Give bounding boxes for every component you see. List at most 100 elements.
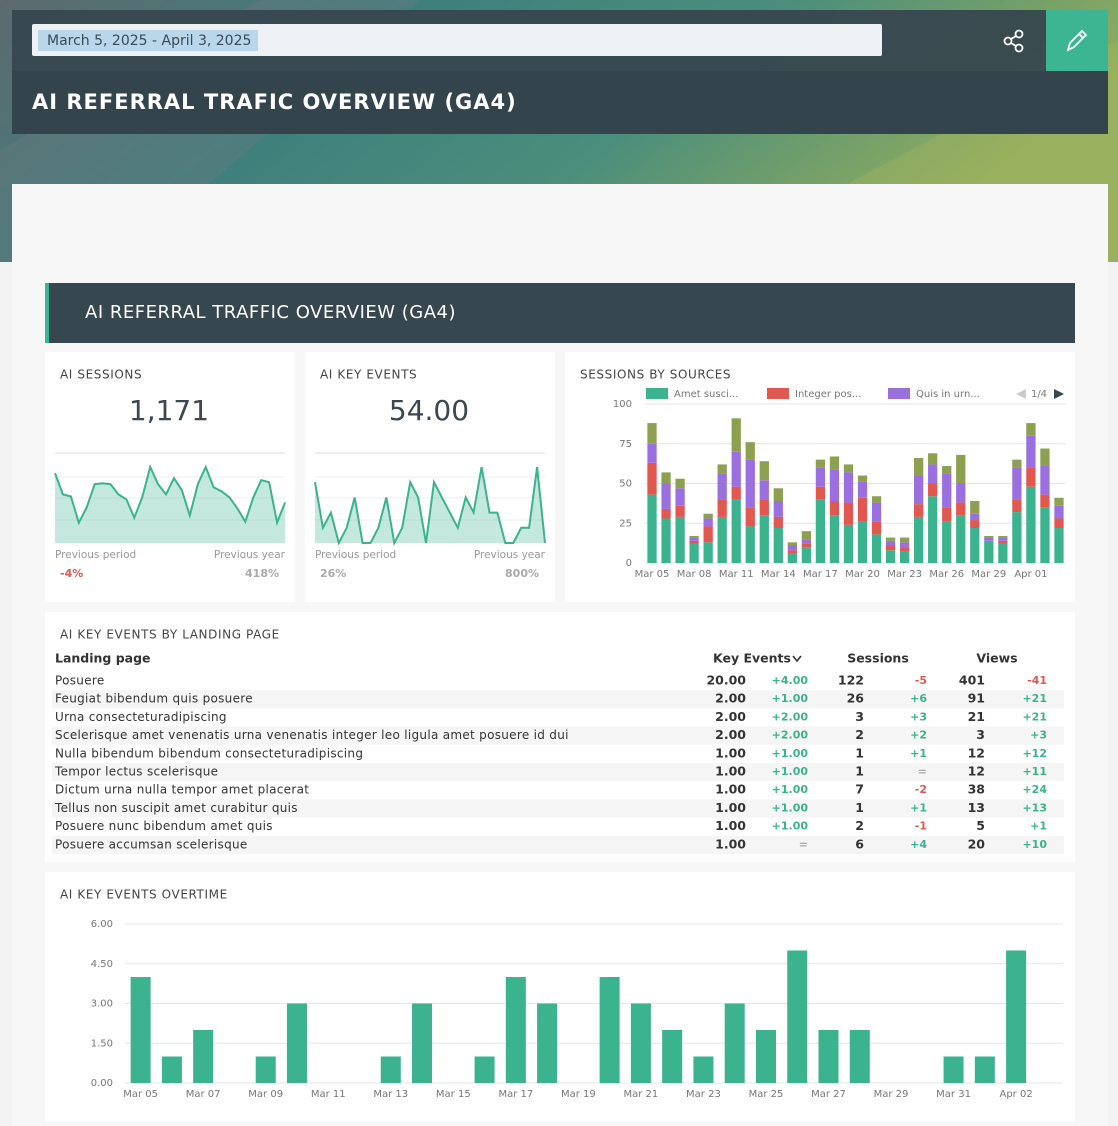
kpi-label: AI KEY EVENTS (320, 368, 417, 382)
edit-button[interactable] (1046, 10, 1108, 71)
x-tick-label: Mar 05 (635, 569, 670, 580)
bar-segment (703, 518, 713, 527)
bar-segment (815, 459, 826, 468)
bar-segment (1054, 505, 1064, 519)
bar-segment (801, 543, 812, 548)
column-header[interactable]: Sessions (847, 651, 909, 666)
bar-segment (759, 499, 769, 516)
date-range[interactable]: March 5, 2025 - April 3, 2025 (47, 33, 251, 49)
cell: +21 (1022, 692, 1047, 705)
section-accent (45, 283, 49, 343)
bar-segment (1012, 467, 1022, 500)
bar-segment (689, 535, 699, 538)
bar-segment (829, 515, 840, 563)
bar (130, 977, 151, 1083)
bar-segment (731, 451, 741, 487)
bar (599, 977, 620, 1083)
cell: 5 (976, 818, 985, 833)
bar-segment (1040, 448, 1050, 467)
bar-segment (647, 423, 657, 444)
sparkline-area (55, 467, 285, 543)
bar-segment (970, 513, 980, 521)
bar-segment (801, 531, 812, 540)
bar-segment (843, 464, 854, 473)
x-tick-label: Mar 17 (803, 569, 838, 580)
bar-segment (815, 467, 826, 487)
column-header[interactable]: Views (976, 651, 1017, 666)
bar (1006, 950, 1027, 1083)
bar-segment (773, 500, 783, 517)
cell: 2.00 (715, 691, 746, 706)
bar-segment (1040, 466, 1050, 495)
bar-segment (647, 494, 657, 563)
x-tick-label: Mar 23 (686, 1089, 721, 1100)
bar-segment (885, 540, 896, 546)
cell: 2.00 (715, 727, 746, 742)
cell: 2 (855, 727, 864, 742)
sparkline-line (314, 466, 546, 547)
row-label: Urna consecteturadipiscing (55, 710, 227, 724)
legend-label[interactable]: Amet susci... (674, 389, 738, 400)
bar-segment (1026, 423, 1036, 436)
sort-icon[interactable] (792, 655, 802, 663)
table-title: AI KEY EVENTS BY LANDING PAGE (60, 628, 280, 642)
bar (974, 1056, 995, 1083)
cell: +1.00 (772, 820, 809, 833)
bar-segment (1012, 459, 1022, 468)
bar-segment (885, 545, 896, 551)
bar-segment (843, 472, 854, 503)
bar-segment (675, 478, 685, 489)
legend-label[interactable]: Integer pos... (795, 389, 861, 400)
chart-card (45, 872, 1075, 1122)
bar-segment (1054, 497, 1064, 506)
x-tick-label: Apr 01 (1014, 569, 1047, 580)
comparison-value: 418% (245, 567, 279, 580)
cell: -2 (915, 783, 927, 796)
legend-label[interactable]: Quis in urn... (916, 389, 980, 400)
bar-segment (829, 500, 840, 516)
bar-segment (871, 496, 882, 503)
y-tick-label: 1.50 (91, 1038, 113, 1049)
legend-prev[interactable] (1016, 389, 1026, 399)
bar-segment (956, 502, 966, 516)
bar-segment (914, 458, 924, 476)
bar-segment (984, 537, 994, 541)
bar (755, 1030, 776, 1083)
bar-segment (745, 442, 755, 460)
legend-next[interactable] (1054, 389, 1064, 399)
bar-segment (801, 547, 812, 563)
bar-segment (1026, 486, 1036, 563)
column-header[interactable]: Key Events (713, 651, 791, 666)
kpi-value: 1,171 (129, 394, 209, 427)
bar-segment (1040, 507, 1050, 563)
x-tick-label: Mar 08 (677, 569, 712, 580)
cell: 3 (976, 727, 985, 742)
row-stripe (52, 799, 1064, 818)
bar (849, 1030, 870, 1083)
x-tick-label: Mar 31 (936, 1089, 971, 1100)
row-label: Posuere nunc bibendum amet quis (55, 819, 273, 833)
row-label: Dictum urna nulla tempor amet placerat (55, 783, 309, 797)
bar-segment (759, 515, 769, 563)
cell: 3 (855, 709, 864, 724)
bar-segment (759, 461, 769, 481)
bar-segment (857, 497, 868, 522)
cell: 21 (968, 709, 985, 724)
bar-segment (885, 550, 896, 563)
bar-segment (928, 496, 938, 563)
cell: -5 (915, 674, 927, 687)
bar (255, 1056, 276, 1083)
bar-segment (871, 502, 882, 522)
bar-segment (843, 502, 854, 525)
share-icon[interactable] (1003, 29, 1024, 53)
comparison-label: Previous period (55, 549, 136, 561)
cell: +4 (910, 838, 927, 851)
bar-segment (661, 483, 671, 509)
x-tick-label: Mar 27 (811, 1089, 846, 1100)
bar-segment (787, 542, 797, 546)
cell: 2 (855, 818, 864, 833)
bar-segment (647, 462, 657, 495)
page-title: AI REFERRAL TRAFIC OVERVIEW (GA4) (32, 90, 517, 114)
cell: +1.00 (772, 747, 809, 760)
